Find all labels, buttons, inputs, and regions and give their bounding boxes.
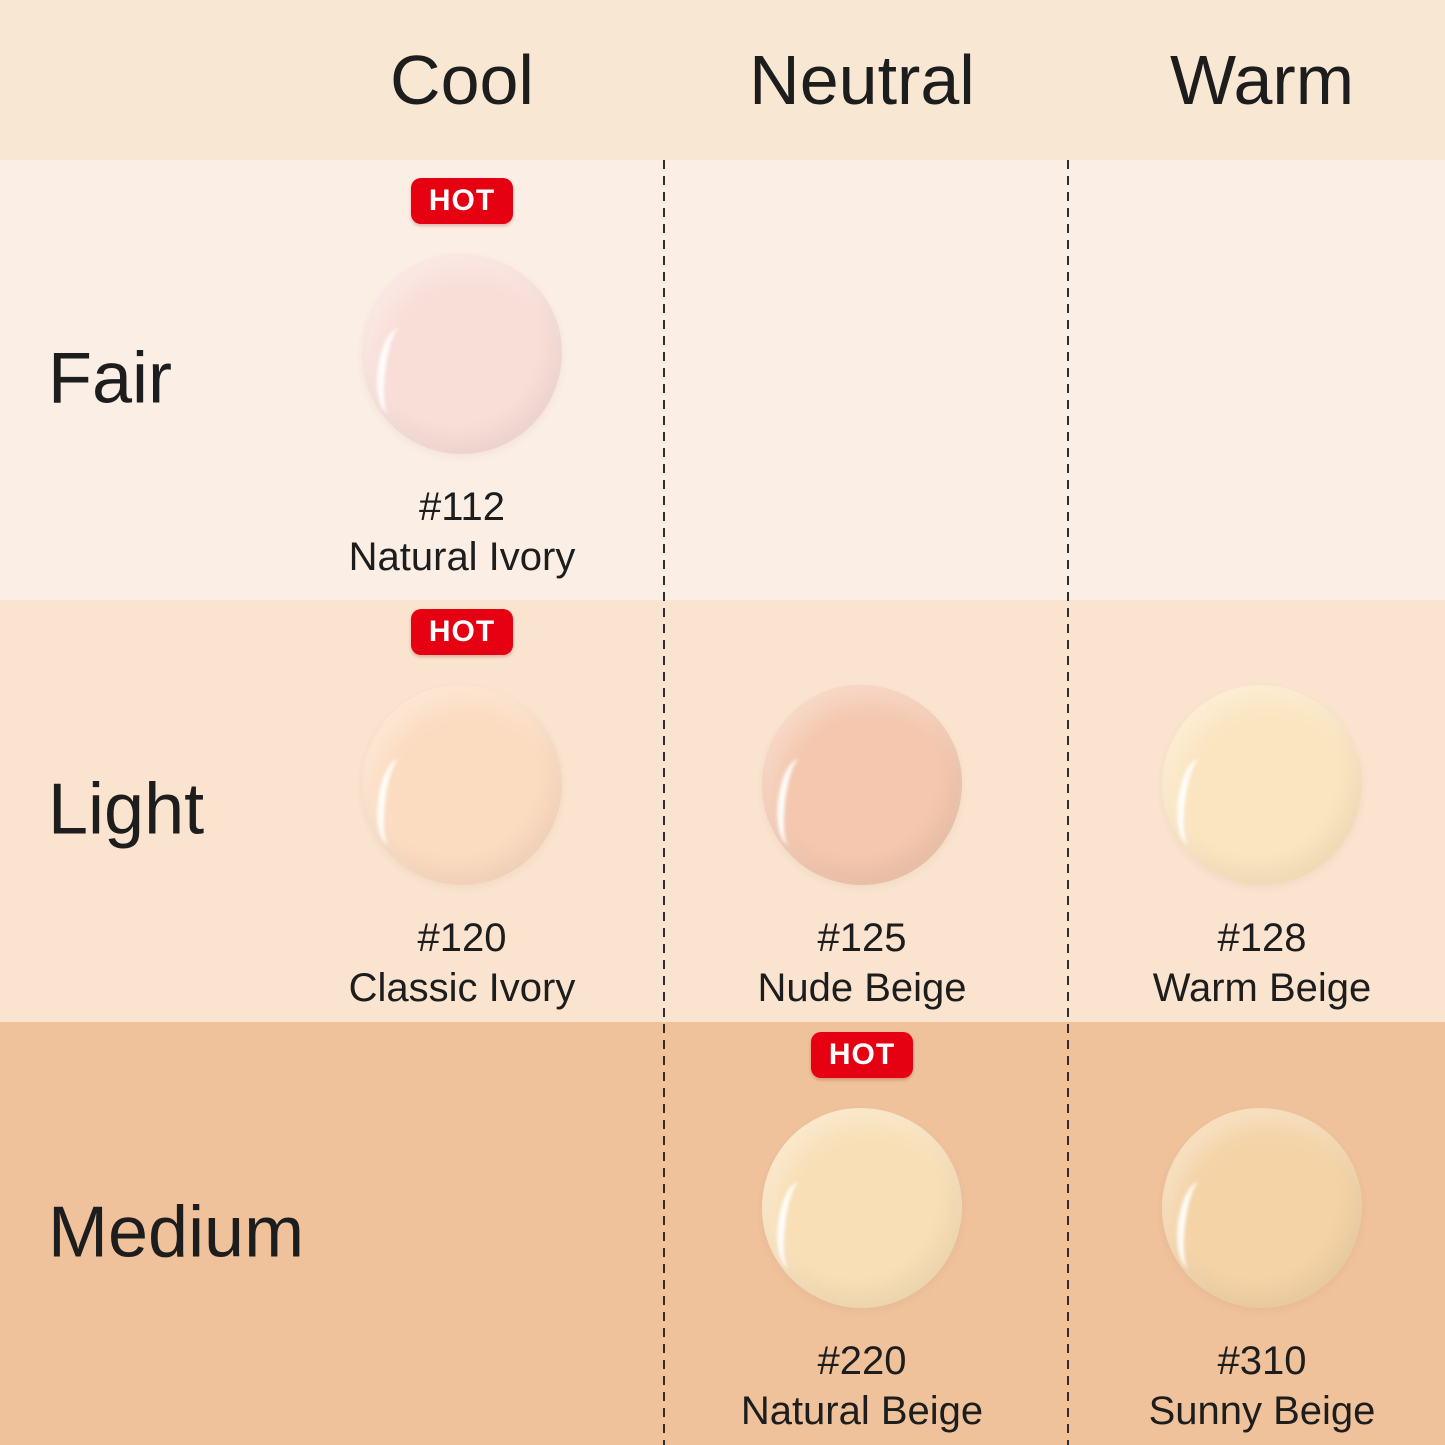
shade-name-natural-ivory: Natural Ivory xyxy=(348,535,576,579)
hot-badge: HOT xyxy=(411,178,513,224)
badge-slot: HOT xyxy=(302,178,622,250)
row-label-fair: Fair xyxy=(48,338,172,419)
row-fair: Fair HOT #112 Natural Ivory xyxy=(0,160,1445,600)
row-light: Light HOT #120 Classic Ivory #125 Nude B… xyxy=(0,600,1445,1022)
shade-name-sunny-beige: Sunny Beige xyxy=(1148,1388,1376,1433)
column-header-neutral: Neutral xyxy=(749,41,975,119)
shade-number-125: #125 xyxy=(817,916,907,960)
swatch-120 xyxy=(362,685,562,885)
column-header-row: Cool Neutral Warm xyxy=(0,0,1445,160)
shade-name-natural-beige: Natural Beige xyxy=(740,1388,984,1433)
shade-number-220: #220 xyxy=(817,1338,907,1383)
badge-slot: HOT xyxy=(302,609,622,681)
column-header-warm: Warm xyxy=(1169,41,1355,119)
hot-badge: HOT xyxy=(811,1031,913,1078)
shade-number-112: #112 xyxy=(418,485,505,529)
shade-number-128: #128 xyxy=(1217,916,1307,960)
cell-light-neutral: #125 Nude Beige xyxy=(702,600,1022,1022)
hot-badge-label: HOT xyxy=(828,1037,896,1071)
badge-slot xyxy=(1102,1032,1422,1104)
hot-badge-label: HOT xyxy=(428,615,496,648)
shade-name-classic-ivory: Classic Ivory xyxy=(348,966,576,1010)
column-divider-neutral-warm xyxy=(1067,160,1069,1445)
shade-number-310: #310 xyxy=(1217,1338,1307,1383)
shade-name-nude-beige: Nude Beige xyxy=(757,966,967,1010)
badge-slot: HOT xyxy=(702,1031,1022,1104)
swatch-310 xyxy=(1162,1107,1362,1308)
cell-light-cool: HOT #120 Classic Ivory xyxy=(302,600,622,1022)
cell-light-warm: #128 Warm Beige xyxy=(1102,600,1422,1022)
swatch-112 xyxy=(362,254,562,454)
hot-badge-label: HOT xyxy=(428,184,496,217)
column-header-cool: Cool xyxy=(390,41,534,119)
badge-slot xyxy=(1102,609,1422,681)
cell-fair-cool: HOT #112 Natural Ivory xyxy=(302,160,622,600)
cell-medium-neutral: HOT #220 Natural Beige xyxy=(702,1022,1022,1445)
swatch-128 xyxy=(1162,685,1362,885)
shade-name-warm-beige: Warm Beige xyxy=(1152,966,1372,1010)
badge-slot xyxy=(702,609,1022,681)
column-divider-cool-neutral xyxy=(663,160,665,1445)
row-label-light: Light xyxy=(48,769,205,850)
row-label-medium: Medium xyxy=(48,1192,305,1273)
cell-medium-warm: #310 Sunny Beige xyxy=(1102,1022,1422,1445)
hot-badge: HOT xyxy=(411,609,513,655)
swatch-125 xyxy=(762,685,962,885)
row-medium: Medium HOT #220 Natural Beige #310 Sunny… xyxy=(0,1022,1445,1445)
shade-number-120: #120 xyxy=(417,916,507,960)
swatch-220 xyxy=(762,1107,962,1308)
